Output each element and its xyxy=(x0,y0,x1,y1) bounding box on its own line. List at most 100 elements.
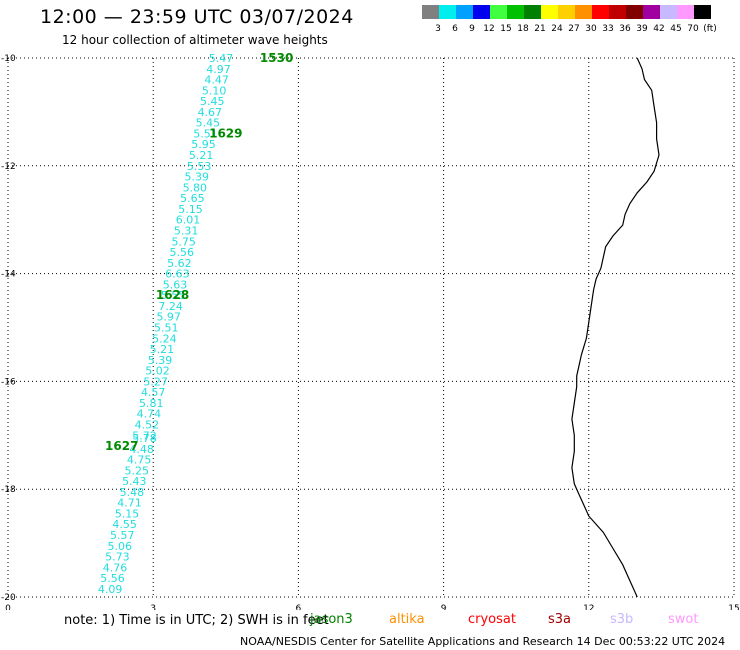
wave-height-label: 5.95 xyxy=(191,138,216,151)
wave-height-label: 5.02 xyxy=(145,365,170,378)
legend-swatch xyxy=(507,5,524,19)
wave-height-label: 5.24 xyxy=(152,332,177,345)
wave-height-label: 5.21 xyxy=(150,343,175,356)
satellite-s3b: s3b xyxy=(610,612,634,627)
wave-height-label: 5.31 xyxy=(174,224,199,237)
footer-credit: NOAA/NESDIS Center for Satellite Applica… xyxy=(240,635,726,648)
x-tick-label: 3 xyxy=(150,604,156,610)
wave-height-label: 5.97 xyxy=(156,311,181,324)
wave-height-label: 5.62 xyxy=(167,257,192,270)
map-subtitle: 12 hour collection of altimeter wave hei… xyxy=(62,33,328,47)
wave-height-label: 4.76 xyxy=(103,561,128,574)
satellite-jason3: jason3 xyxy=(310,612,353,627)
wave-height-label: 5.45 xyxy=(196,117,221,130)
wave-height-label: 4.67 xyxy=(198,106,223,119)
legend-label: 45 xyxy=(670,24,681,34)
wave-height-label: 5.47 xyxy=(209,52,234,65)
y-tick-label: -10 xyxy=(1,54,16,64)
legend-swatch xyxy=(660,5,677,19)
wave-height-label: 4.55 xyxy=(112,518,137,531)
satellite-altika: altika xyxy=(389,612,425,627)
y-tick-label: -14 xyxy=(1,270,16,280)
wave-height-label: 5.15 xyxy=(178,203,203,216)
wave-height-label: 4.48 xyxy=(129,443,154,456)
wave-height-label: 5.15 xyxy=(115,507,140,520)
x-tick-label: 15 xyxy=(728,604,739,610)
wave-height-label: 5.56 xyxy=(100,572,125,585)
wave-height-label: 4.75 xyxy=(127,454,152,467)
legend-label: 18 xyxy=(517,24,529,34)
wave-height-label: 4.74 xyxy=(137,408,162,421)
satellite-swot: swot xyxy=(668,612,699,627)
y-tick-label: -18 xyxy=(1,485,16,495)
legend-swatch xyxy=(592,5,609,19)
wave-height-label: 5.81 xyxy=(139,397,164,410)
wave-height-label: 5.43 xyxy=(122,475,147,488)
wave-height-label: 6.01 xyxy=(176,214,201,227)
pass-label: 1628 xyxy=(156,288,189,302)
wave-height-label: 4.97 xyxy=(206,63,231,76)
map-axes: 0 3 6 9 12 15 -10 -12 -14 -16 -18 -20 xyxy=(1,54,740,610)
legend-label: 24 xyxy=(551,24,563,34)
wave-height-label: 5.65 xyxy=(180,192,205,205)
pass-label: 1530 xyxy=(260,51,293,65)
legend-swatch xyxy=(677,5,694,19)
wave-height-label: 5.39 xyxy=(185,171,210,184)
legend-label: (ft) xyxy=(703,24,717,34)
wave-height-label: 5.53 xyxy=(187,160,212,173)
x-tick-label: 9 xyxy=(441,604,447,610)
legend-label: 15 xyxy=(500,24,511,34)
legend-swatch xyxy=(609,5,626,19)
wave-height-label: 7.24 xyxy=(158,300,183,313)
wave-height-label: 5.51 xyxy=(154,322,179,335)
wave-height-label: 5.73 xyxy=(105,551,130,564)
wave-height-label: 4.47 xyxy=(204,74,229,87)
satellite-s3a: s3a xyxy=(548,612,572,627)
wave-height-label: 5.39 xyxy=(148,354,173,367)
legend-label: 6 xyxy=(452,24,458,34)
legend-swatch xyxy=(694,5,711,19)
wave-height-label: 5.21 xyxy=(189,149,214,162)
wave-height-label: 4.09 xyxy=(98,583,123,596)
wave-height-label: 4.57 xyxy=(141,386,166,399)
map-grid xyxy=(7,57,735,598)
wave-height-label: 5.56 xyxy=(170,246,195,259)
y-tick-label: -16 xyxy=(1,377,16,387)
legend-swatch xyxy=(456,5,473,19)
legend-label: 12 xyxy=(483,24,494,34)
wave-height-label: 5.10 xyxy=(202,84,227,97)
wave-height-label: 5.45 xyxy=(200,95,225,108)
legend-label: 42 xyxy=(653,24,664,34)
wave-height-label: 5.72 xyxy=(132,429,157,442)
wave-height-label: 5.57 xyxy=(110,529,135,542)
footer-note: note: 1) Time is in UTC; 2) SWH is in fe… xyxy=(64,613,329,628)
map-title: 12:00 — 23:59 UTC 03/07/2024 xyxy=(40,6,354,28)
wave-height-label: 5.27 xyxy=(143,375,168,388)
wave-height-label: 5.25 xyxy=(124,464,149,477)
wave-height-label: 5.55 xyxy=(161,289,186,302)
coastline xyxy=(571,57,660,598)
legend-swatch xyxy=(575,5,592,19)
x-tick-label: 6 xyxy=(296,604,302,610)
legend-label: 33 xyxy=(602,24,613,34)
legend-label: 27 xyxy=(568,24,579,34)
legend-label: 70 xyxy=(687,24,699,34)
x-tick-label: 0 xyxy=(5,604,11,610)
wave-height-map: 3 6 9 12 15 18 21 24 27 30 33 36 39 42 45 70 (ft) 0 3 6 9 12… xyxy=(1,5,740,610)
legend-swatch xyxy=(643,5,660,19)
legend-swatch xyxy=(473,5,490,19)
wave-height-label: 5.75 xyxy=(171,235,196,248)
legend-swatch xyxy=(626,5,643,19)
wave-height-label: 5.78 xyxy=(132,432,157,445)
x-tick-label: 12 xyxy=(583,604,594,610)
pass-labels: 1530 1629 1628 1627 xyxy=(105,51,293,453)
legend-label: 39 xyxy=(636,24,648,34)
coastline-path xyxy=(571,57,660,598)
pass-label: 1629 xyxy=(209,126,242,140)
legend-swatch xyxy=(558,5,575,19)
wave-height-points: 5.474.974.475.105.454.675.455.515.955.21… xyxy=(98,52,233,596)
legend-label: 3 xyxy=(435,24,441,34)
wave-height-label: 4.71 xyxy=(117,497,142,510)
color-legend: 3 6 9 12 15 18 21 24 27 30 33 36 39 42 45 70 (ft) xyxy=(422,5,717,34)
legend-swatch xyxy=(439,5,456,19)
